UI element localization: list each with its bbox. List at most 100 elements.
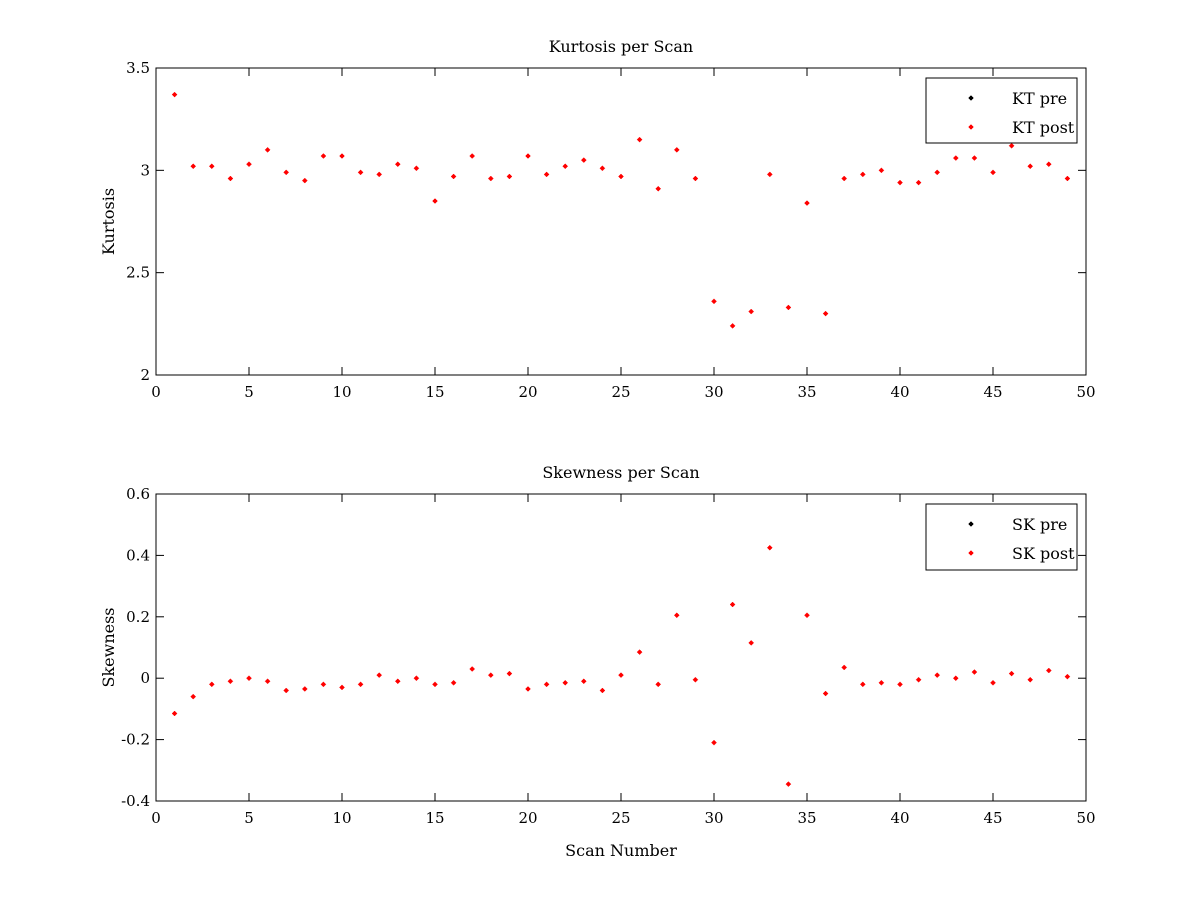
x-tick-label: 30 [704, 809, 723, 827]
data-point [339, 684, 345, 691]
data-point [525, 686, 531, 692]
data-point [1045, 161, 1052, 168]
data-point [878, 679, 885, 686]
data-point [190, 163, 197, 170]
data-point [971, 669, 978, 675]
data-point [841, 664, 848, 671]
data-point [543, 171, 550, 178]
data-point [766, 171, 773, 178]
x-tick-label: 50 [1076, 809, 1095, 827]
data-point [841, 175, 848, 182]
legend-marker [968, 550, 974, 556]
x-tick-label: 45 [983, 809, 1002, 827]
data-point [822, 310, 829, 317]
legend-label: SK post [1012, 544, 1075, 563]
chart-title: Kurtosis per Scan [549, 37, 693, 56]
legend-box [925, 77, 1078, 144]
data-point [283, 687, 290, 694]
data-point [822, 690, 829, 697]
data-point [432, 198, 438, 204]
x-tick-label: 35 [797, 383, 816, 401]
data-point [543, 681, 550, 688]
data-point [952, 155, 959, 161]
data-point [1027, 163, 1034, 170]
data-point [729, 601, 736, 608]
data-point [227, 175, 234, 182]
data-point [376, 171, 383, 178]
data-point [599, 165, 606, 172]
data-point [748, 640, 755, 646]
y-axis-label: Kurtosis [99, 188, 118, 255]
data-point [711, 298, 717, 305]
data-point [729, 323, 736, 329]
legend-label: SK pre [1012, 515, 1067, 534]
y-tick-label: 2 [140, 366, 150, 384]
data-point [971, 155, 978, 161]
data-point [804, 200, 810, 206]
x-tick-label: 50 [1076, 383, 1095, 401]
x-tick-label: 5 [244, 383, 254, 401]
data-point [785, 304, 792, 311]
y-tick-label: 0.4 [126, 546, 150, 564]
data-point [1027, 676, 1034, 683]
data-point [1064, 175, 1071, 182]
x-tick-label: 25 [611, 383, 630, 401]
x-axis-label: Scan Number [565, 841, 677, 860]
x-tick-label: 20 [518, 809, 537, 827]
y-tick-label: 0.6 [126, 485, 150, 503]
data-point [246, 161, 252, 168]
data-point [804, 612, 810, 619]
data-point [618, 173, 624, 180]
legend-marker [968, 95, 974, 101]
data-point [394, 678, 401, 685]
data-point [915, 676, 922, 683]
y-tick-label: -0.4 [121, 792, 150, 810]
data-point [1008, 142, 1015, 149]
data-point [208, 681, 215, 688]
data-point [413, 165, 420, 172]
legend-marker [968, 521, 974, 527]
data-point [264, 147, 271, 153]
data-point [915, 179, 922, 186]
data-point [785, 781, 792, 787]
data-point [580, 678, 587, 685]
data-point [171, 91, 178, 98]
data-point [618, 672, 624, 678]
legend-label: KT pre [1012, 89, 1067, 108]
x-tick-label: 35 [797, 809, 816, 827]
data-point [859, 681, 866, 688]
data-point [227, 678, 234, 685]
data-point [264, 678, 271, 685]
x-tick-label: 40 [890, 809, 909, 827]
x-tick-label: 0 [151, 809, 161, 827]
data-point [506, 173, 513, 180]
data-point [376, 672, 383, 678]
data-point [711, 739, 717, 746]
data-point [506, 670, 513, 677]
data-point [1008, 670, 1015, 677]
data-point [432, 681, 438, 688]
x-tick-label: 0 [151, 383, 161, 401]
y-tick-label: 2.5 [126, 264, 150, 282]
data-point [897, 179, 903, 186]
y-tick-label: 0.2 [126, 608, 150, 626]
data-point [655, 185, 662, 192]
x-tick-label: 15 [425, 809, 444, 827]
data-point [934, 672, 941, 678]
legend-label: KT post [1012, 118, 1075, 137]
y-tick-label: -0.2 [121, 731, 150, 749]
data-point [487, 672, 494, 678]
x-tick-label: 10 [332, 383, 351, 401]
data-point [692, 676, 699, 683]
data-point [990, 169, 996, 176]
data-point [673, 147, 680, 153]
data-point [766, 544, 773, 551]
data-point [283, 169, 290, 176]
data-point [599, 687, 606, 694]
data-point [320, 153, 327, 159]
data-point [190, 693, 197, 700]
x-tick-label: 20 [518, 383, 537, 401]
x-tick-label: 40 [890, 383, 909, 401]
x-tick-label: 30 [704, 383, 723, 401]
